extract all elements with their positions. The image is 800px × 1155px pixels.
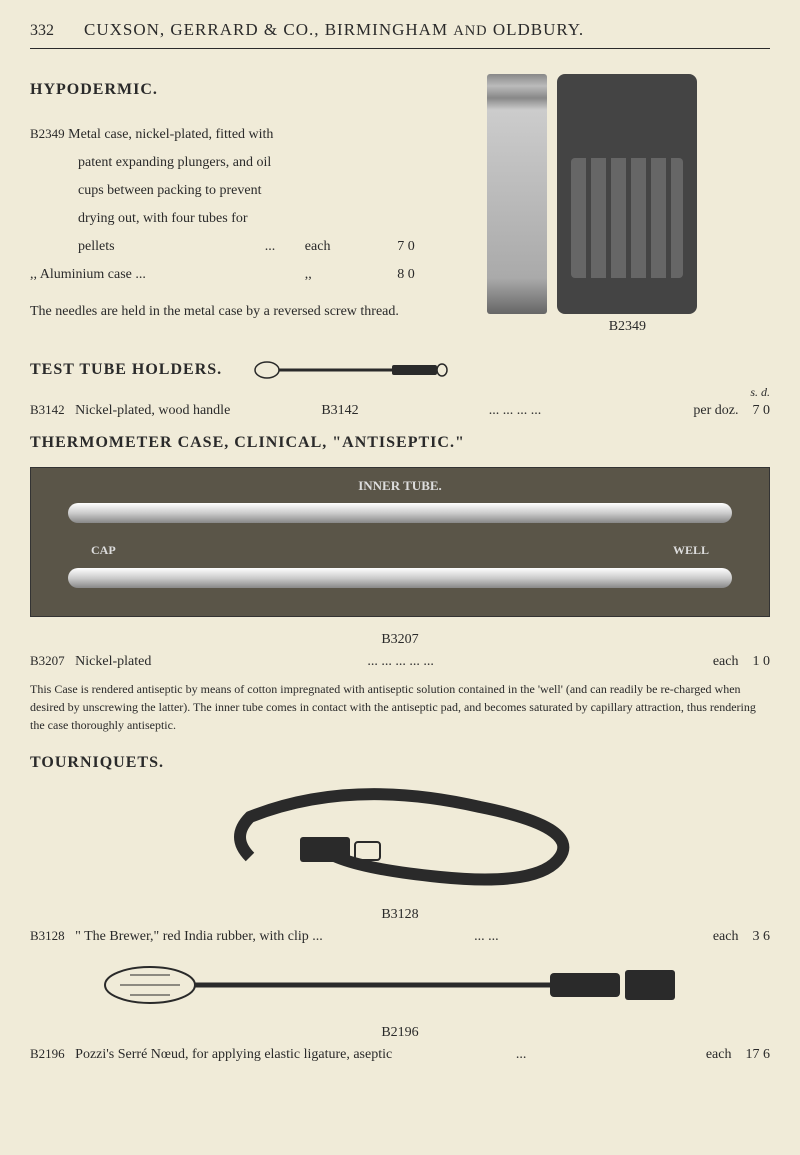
test-tube-title: TEST TUBE HOLDERS. (30, 361, 222, 379)
brewer-row: B3128 " The Brewer," red India rubber, w… (30, 928, 770, 945)
therm-item-row: B3207 Nickel-plated ... ... ... ... ... … (30, 653, 770, 670)
pozzi-center-code: B2196 (30, 1025, 770, 1041)
well-label: WELL (673, 543, 709, 558)
brewer-center-code: B3128 (30, 907, 770, 923)
outer-tube-graphic (68, 568, 732, 588)
thermometer-title: THERMOMETER CASE, CLINICAL, "ANTISEPTIC.… (30, 434, 770, 452)
case-label: B2349 (557, 319, 697, 335)
item-code: B2349 (30, 126, 65, 141)
brewer-label: each (713, 929, 739, 944)
brewer-desc: " The Brewer," red India rubber, with cl… (75, 929, 323, 944)
brewer-price: 3 6 (753, 929, 771, 944)
desc-1: Metal case, nickel-plated, fitted with (68, 127, 273, 142)
therm-desc: Nickel-plated (75, 654, 151, 669)
therm-title-quoted: "ANTISEPTIC." (332, 434, 465, 451)
test-tube-section: TEST TUBE HOLDERS. s. d. B3142 Nickel-pl… (30, 355, 770, 419)
test-tube-item-row: B3142 Nickel-plated, wood handle B3142 .… (30, 402, 770, 419)
thermometer-section: THERMOMETER CASE, CLINICAL, "ANTISEPTIC.… (30, 434, 770, 734)
pozzi-code: B2196 (30, 1046, 65, 1061)
pellets-label: pellets (78, 233, 265, 261)
case-wrap: B2349 (557, 74, 697, 335)
hypodermic-item: B2349 Metal case, nickel-plated, fitted … (30, 121, 415, 149)
therm-description: This Case is rendered antiseptic by mean… (30, 680, 770, 734)
company-suffix: OLDBURY. (493, 20, 584, 39)
cap-label: CAP (91, 543, 116, 558)
hypodermic-images: B2349 (415, 74, 770, 335)
alum-price: 8 0 (365, 261, 415, 289)
tt-dots: ... ... ... ... (380, 403, 650, 419)
tourniquet-section: TOURNIQUETS. B3128 B3128 " The Brewer," … (30, 754, 770, 1063)
tt-desc-wrap: B3142 Nickel-plated, wood handle (30, 402, 300, 419)
company-name: CUXSON, GERRARD & CO., BIRMINGHAM AND OL… (84, 20, 770, 40)
holder-title-row: TEST TUBE HOLDERS. (30, 355, 770, 385)
hypodermic-section: HYPODERMIC. B2349 Metal case, nickel-pla… (30, 74, 770, 335)
hypodermic-title: HYPODERMIC. (30, 74, 415, 106)
pozzi-desc-wrap: B2196 Pozzi's Serré Nœud, for applying e… (30, 1046, 392, 1063)
pozzi-illustration (100, 955, 700, 1015)
brewer-desc-wrap: B3128 " The Brewer," red India rubber, w… (30, 928, 323, 945)
alum-row: ,, Aluminium case ... ,, 8 0 (30, 261, 415, 289)
pozzi-price: 17 6 (746, 1047, 771, 1062)
therm-price-wrap: each 1 0 (650, 654, 770, 670)
pozzi-dots: ... (392, 1047, 650, 1063)
company-and: AND (453, 23, 487, 39)
tt-price: 7 0 (753, 403, 771, 418)
therm-center-code: B3207 (30, 632, 770, 648)
pozzi-label: each (706, 1047, 732, 1062)
company-main: CUXSON, GERRARD & CO., BIRMINGHAM (84, 20, 448, 39)
therm-code: B3207 (30, 653, 65, 668)
thermometer-illustration: CAP WELL (30, 467, 770, 617)
desc-4: drying out, with four tubes for (30, 205, 415, 233)
desc-2: patent expanding plungers, and oil (30, 149, 415, 177)
tt-code: B3142 (30, 402, 65, 417)
brewer-dots: ... ... (323, 929, 650, 945)
tourniquet-title: TOURNIQUETS. (30, 754, 770, 772)
alum-comma: ,, (305, 261, 365, 289)
pellets-dots: ... (265, 233, 305, 261)
therm-desc-wrap: B3207 Nickel-plated (30, 653, 151, 670)
needles-text: The needles are held in the metal case b… (30, 299, 415, 324)
syringe-illustration (487, 74, 547, 314)
pozzi-desc: Pozzi's Serré Nœud, for applying elastic… (75, 1047, 392, 1062)
alum-label: ,, Aluminium case ... (30, 261, 305, 289)
price-header: s. d. (30, 385, 770, 400)
tt-price-label: per doz. (693, 403, 738, 418)
tt-desc: Nickel-plated, wood handle (75, 403, 230, 418)
pellets-each: each (305, 233, 365, 261)
holder-illustration (252, 355, 452, 385)
inner-tube-graphic (68, 503, 732, 523)
pellets-price: 7 0 (365, 233, 415, 261)
pozzi-price-wrap: each 17 6 (650, 1047, 770, 1063)
therm-dots: ... ... ... ... ... (151, 654, 650, 670)
therm-price-label: each (713, 654, 739, 669)
tt-center-code: B3142 (300, 403, 380, 419)
therm-price: 1 0 (753, 654, 771, 669)
brewer-code: B3128 (30, 928, 65, 943)
syringe-wrap (487, 74, 547, 335)
therm-title-prefix: THERMOMETER CASE, CLINICAL, (30, 434, 332, 451)
desc-5-row: pellets ... each 7 0 (30, 233, 415, 261)
pozzi-row: B2196 Pozzi's Serré Nœud, for applying e… (30, 1046, 770, 1063)
tt-price-wrap: per doz. 7 0 (650, 403, 770, 419)
page-number: 332 (30, 22, 54, 40)
desc-3: cups between packing to prevent (30, 177, 415, 205)
page-header: 332 CUXSON, GERRARD & CO., BIRMINGHAM AN… (30, 20, 770, 49)
hypodermic-text: HYPODERMIC. B2349 Metal case, nickel-pla… (30, 74, 415, 335)
brewer-price-wrap: each 3 6 (650, 929, 770, 945)
tourniquet-loop-illustration (200, 787, 600, 897)
case-illustration (557, 74, 697, 314)
